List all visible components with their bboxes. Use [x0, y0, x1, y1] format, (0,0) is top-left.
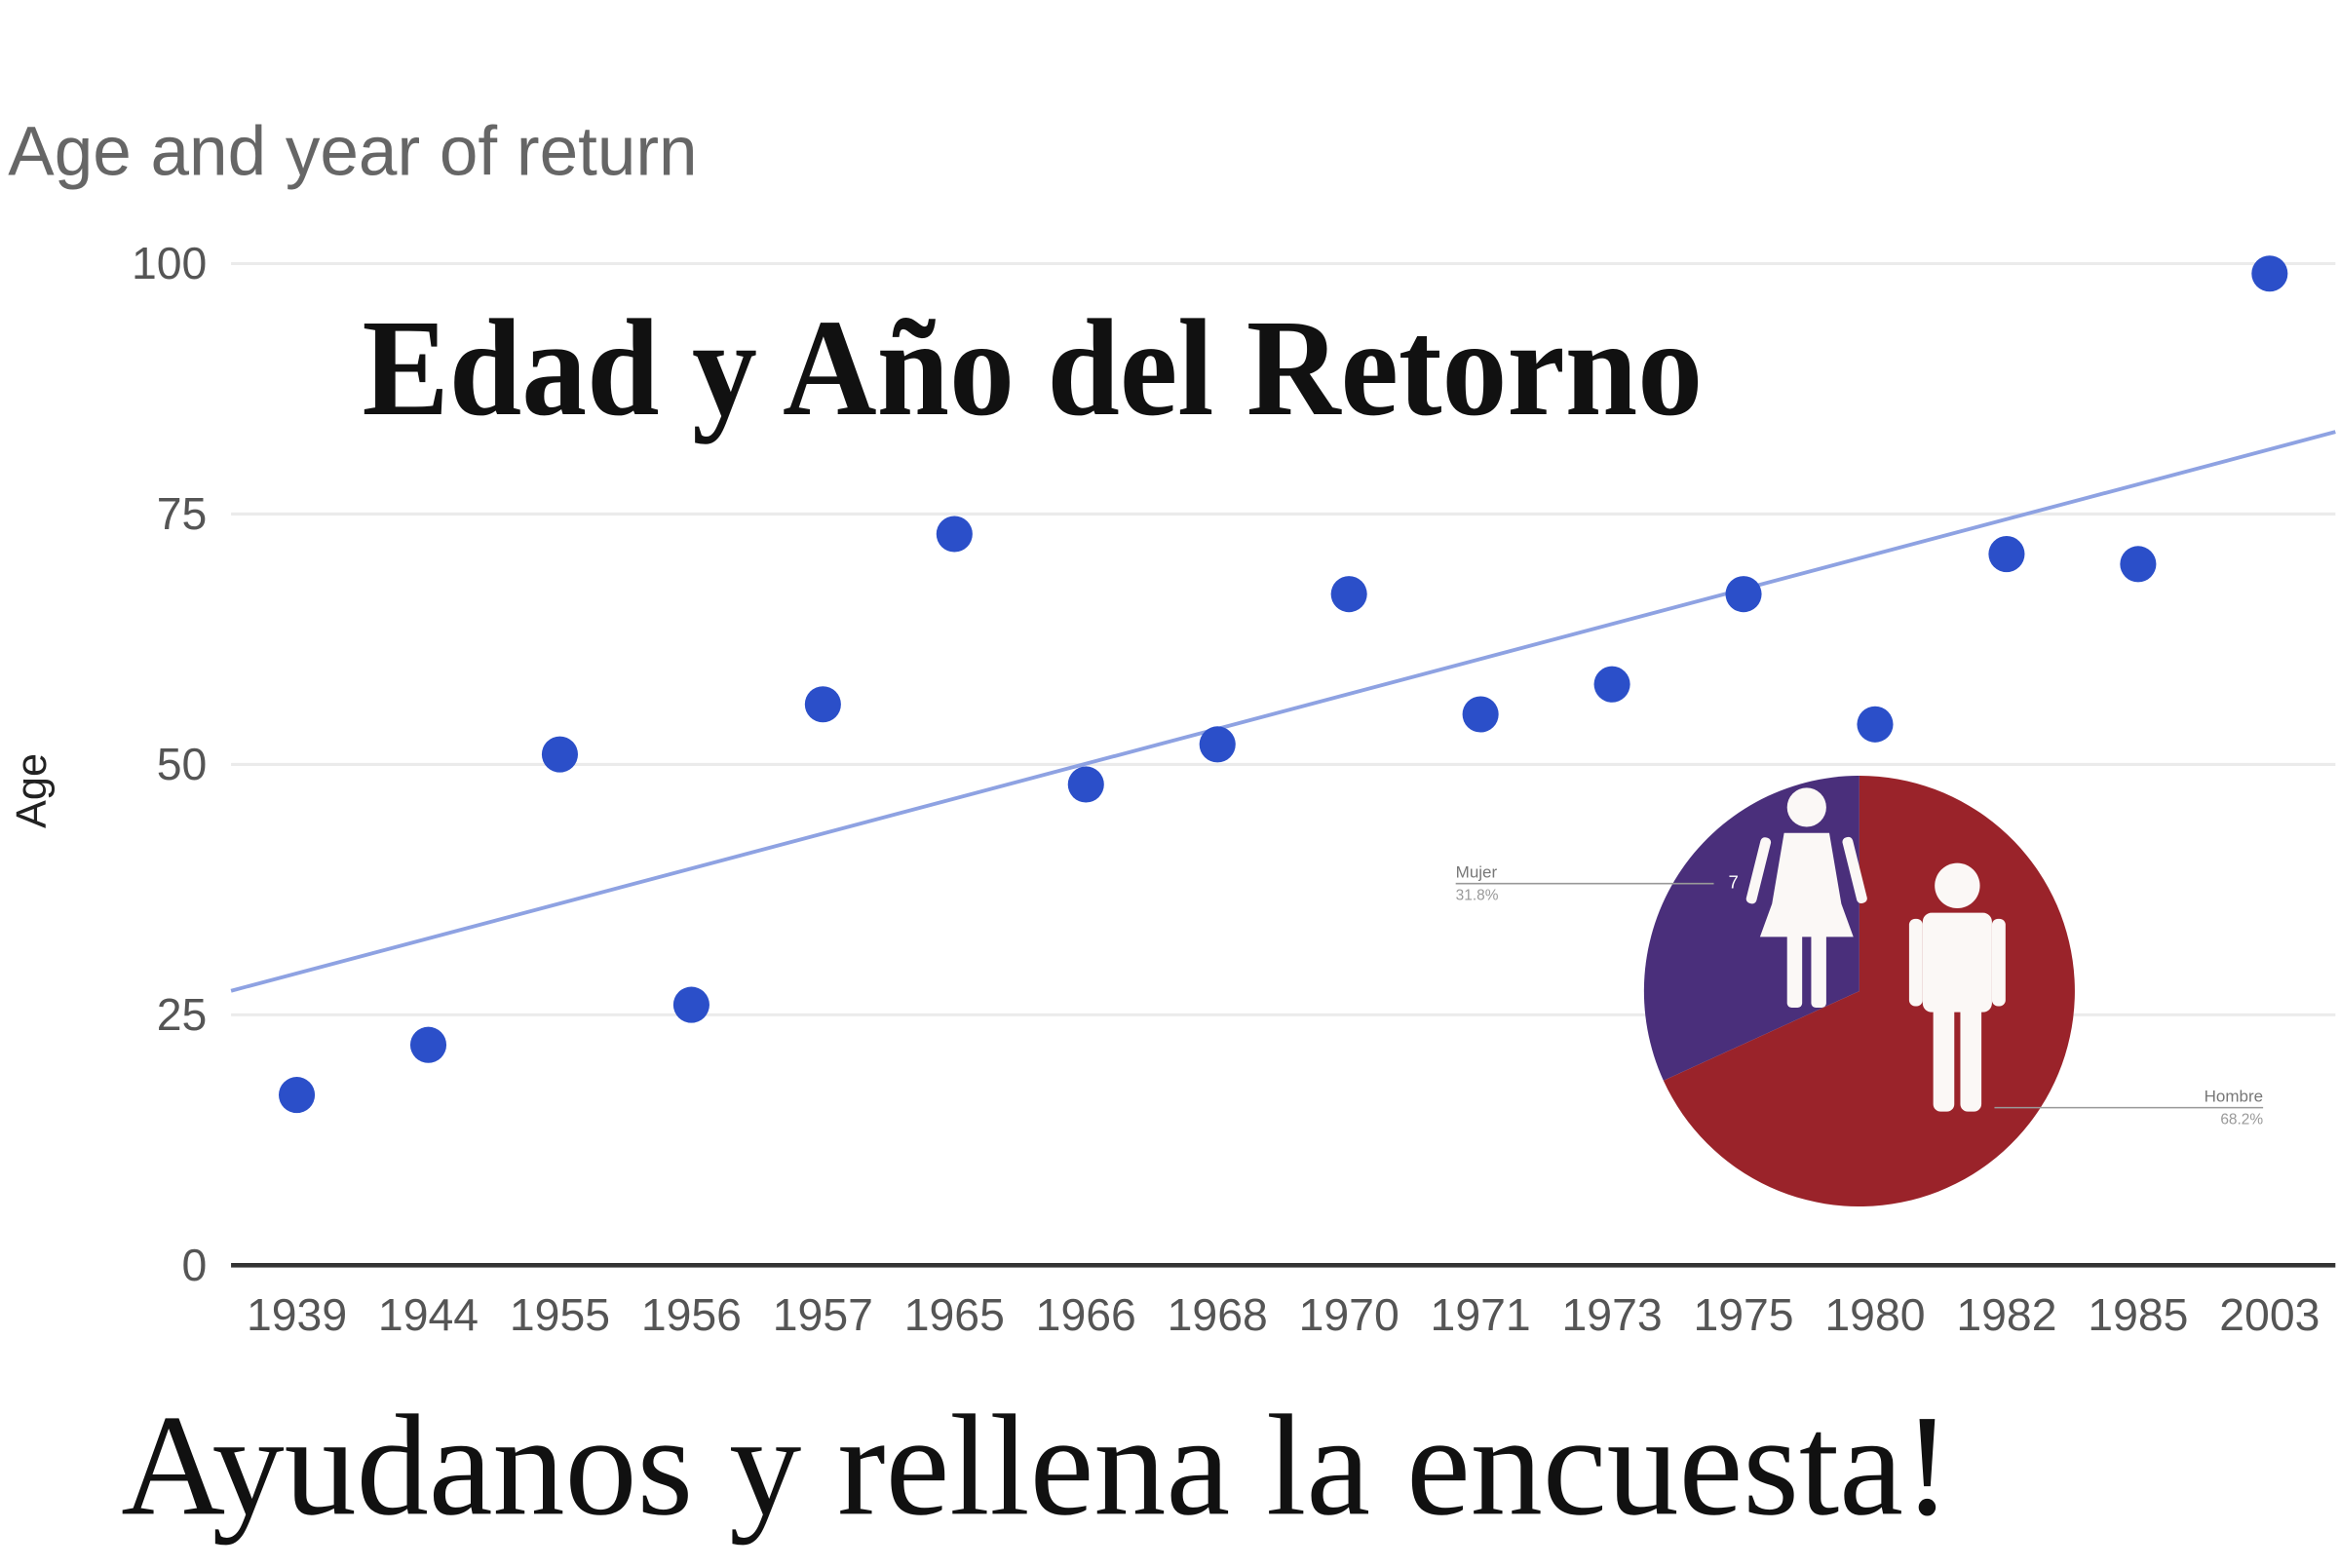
plot-area: 0 25 50 75 100 1939 1944 1955 1956 1957 1965 1966 19… [132, 238, 2336, 1340]
data-point [1725, 576, 1762, 613]
data-point [279, 1077, 316, 1114]
man-icon [1908, 862, 2006, 1112]
x-tick-label: 1975 [1693, 1289, 1793, 1340]
slice-name-label: Mujer [1456, 862, 1498, 881]
data-point [1330, 576, 1367, 613]
gender-icons [1745, 787, 2006, 1112]
y-tick-label: 50 [157, 739, 208, 789]
y-tick-label: 25 [157, 989, 208, 1040]
x-tick-label: 1955 [510, 1289, 610, 1340]
x-tick-label: 1956 [641, 1289, 742, 1340]
y-tick-label: 100 [132, 238, 207, 288]
data-point [2251, 255, 2288, 292]
data-point [936, 516, 973, 553]
data-point [1593, 666, 1630, 703]
x-tick-label: 1982 [1956, 1289, 2056, 1340]
y-axis-label: Age [9, 753, 56, 828]
x-tick-label: 1957 [773, 1289, 873, 1340]
data-point [541, 736, 579, 773]
data-point [1462, 696, 1499, 733]
x-tick-label: 1968 [1168, 1289, 1268, 1340]
x-tick-label: 1944 [378, 1289, 479, 1340]
chart-title: Age and year of return [8, 113, 697, 190]
x-tick-label: 1966 [1036, 1289, 1136, 1340]
data-point [1199, 726, 1236, 763]
slice-name-label: Hombre [2205, 1087, 2263, 1105]
call-to-action: Ayudanos y rellena la encuesta! [121, 1386, 1951, 1546]
data-point [804, 686, 841, 723]
y-tick-label: 75 [157, 488, 208, 539]
x-tick-label: 1939 [247, 1289, 347, 1340]
data-point [409, 1026, 447, 1063]
x-tick-label: 1973 [1562, 1289, 1663, 1340]
x-tick-label: 1970 [1299, 1289, 1400, 1340]
data-point [2120, 546, 2157, 583]
data-point [1988, 536, 2025, 573]
x-tick-label: 1985 [2088, 1289, 2188, 1340]
slice-percent-label: 68.2% [2220, 1112, 2263, 1128]
slice-value-label: 7 [1728, 871, 1738, 892]
slice-percent-label: 31.8% [1456, 888, 1499, 904]
data-point [1857, 706, 1894, 743]
data-point [1067, 766, 1104, 803]
headline: Edad y Año del Retorno [363, 290, 1704, 444]
woman-icon [1745, 787, 1867, 1009]
x-tick-label: 1980 [1824, 1289, 1925, 1340]
trendline [230, 430, 2336, 993]
y-tick-label: 0 [182, 1240, 208, 1290]
x-tick-label: 2003 [2219, 1289, 2320, 1340]
x-tick-label: 1965 [904, 1289, 1005, 1340]
x-tick-label: 1971 [1431, 1289, 1531, 1340]
data-point [672, 986, 709, 1023]
